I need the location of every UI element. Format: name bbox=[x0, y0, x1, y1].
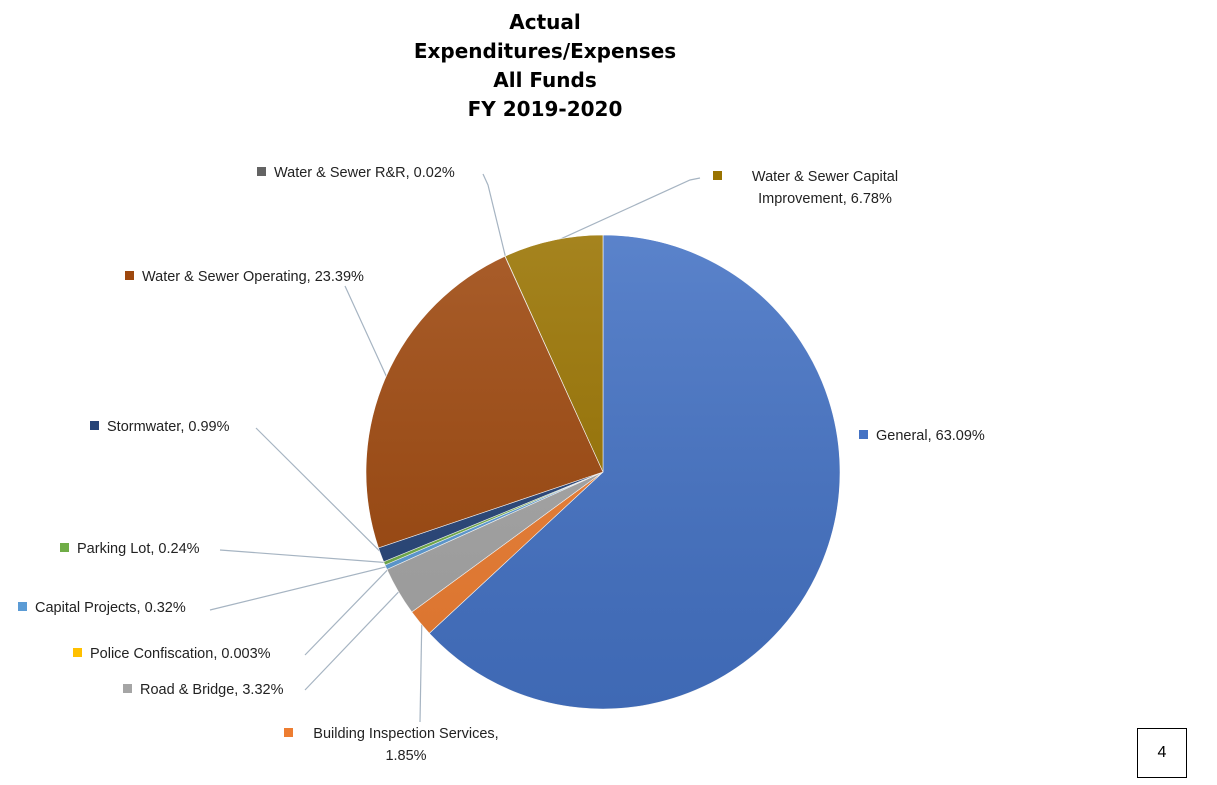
callout-line-police-confiscation bbox=[304, 568, 390, 656]
legend-marker-building-inspection bbox=[284, 728, 293, 737]
pie-slices bbox=[365, 234, 841, 710]
callout-line-water-sewer-r-r bbox=[482, 173, 507, 259]
callout-line-capital-projects bbox=[209, 565, 388, 611]
legend-marker-ws-operating bbox=[125, 271, 134, 280]
callout-line-water-sewer-capital-improvement bbox=[553, 177, 701, 243]
legend-marker-police-confiscation bbox=[73, 648, 82, 657]
legend-marker-general bbox=[859, 430, 868, 439]
slice-label-police-confiscation: Police Confiscation, 0.003% bbox=[73, 643, 271, 665]
page-number: 4 bbox=[1137, 728, 1187, 778]
slice-label-general: General, 63.09% bbox=[859, 425, 985, 447]
slice-label-parking-lot: Parking Lot, 0.24% bbox=[60, 538, 200, 560]
slice-label-building-inspection: Building Inspection Services, 1.85% bbox=[284, 723, 511, 767]
callout-line-parking-lot bbox=[219, 549, 387, 564]
legend-marker-road-bridge bbox=[123, 684, 132, 693]
title-line-3: All Funds bbox=[493, 68, 597, 92]
title-line-2: Expenditures/Expenses bbox=[413, 39, 677, 63]
callout-line-stormwater bbox=[255, 427, 384, 555]
slice-label-ws-capital: Water & Sewer Capital Improvement, 6.78% bbox=[713, 166, 920, 210]
legend-marker-ws-rr bbox=[257, 167, 266, 176]
legend-marker-stormwater bbox=[90, 421, 99, 430]
title-line-1: Actual bbox=[509, 10, 581, 34]
legend-marker-ws-capital bbox=[713, 171, 722, 180]
slice-label-stormwater: Stormwater, 0.99% bbox=[90, 416, 230, 438]
slice-label-capital-projects: Capital Projects, 0.32% bbox=[18, 597, 186, 619]
title-line-4: FY 2019-2020 bbox=[467, 97, 623, 121]
slice-label-ws-rr: Water & Sewer R&R, 0.02% bbox=[257, 162, 455, 184]
legend-marker-parking-lot bbox=[60, 543, 69, 552]
callout-line-water-sewer-operating bbox=[344, 285, 388, 379]
callout-line-building-inspection-services bbox=[419, 621, 423, 723]
chart-title: Actual Expenditures/Expenses All Funds F… bbox=[345, 8, 745, 124]
legend-marker-capital-projects bbox=[18, 602, 27, 611]
slice-label-road-bridge: Road & Bridge, 3.32% bbox=[123, 679, 283, 701]
slice-label-ws-operating: Water & Sewer Operating, 23.39% bbox=[125, 266, 364, 288]
